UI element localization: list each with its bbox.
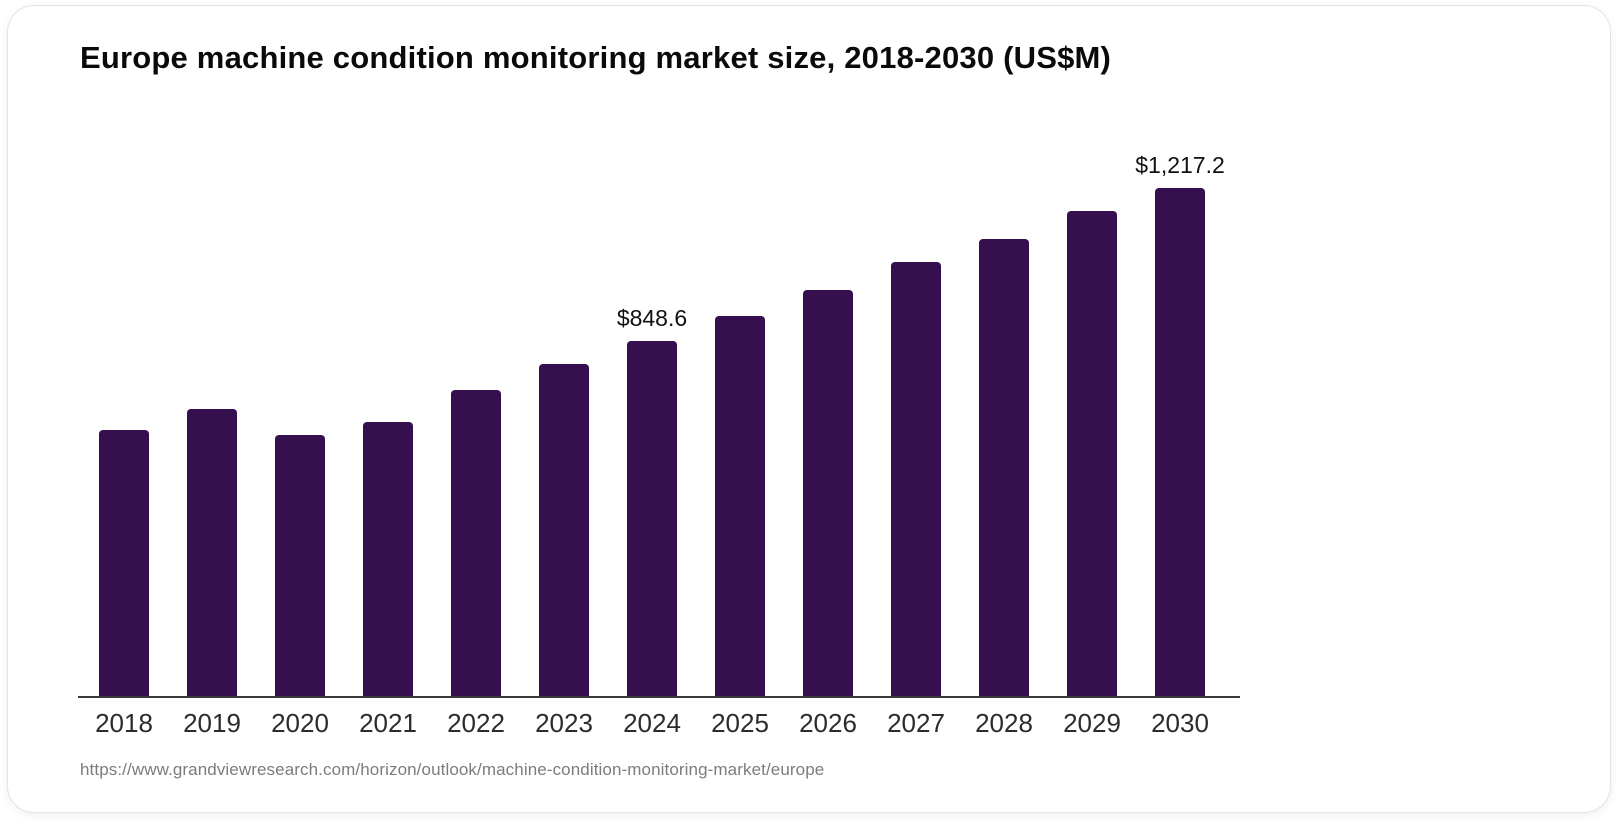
bar-2027 (891, 262, 941, 696)
x-tick-2021: 2021 (359, 708, 417, 738)
bar-chart-plot-area: $848.6 $1,217.2 (78, 152, 1240, 698)
bar-2023 (539, 364, 589, 696)
x-tick-2018: 2018 (95, 708, 153, 738)
x-tick-2022: 2022 (447, 708, 505, 738)
x-tick-2030: 2030 (1151, 708, 1209, 738)
x-tick-2028: 2028 (975, 708, 1033, 738)
value-label-2030: $1,217.2 (1135, 152, 1225, 178)
x-tick-2020: 2020 (271, 708, 329, 738)
x-tick-2026: 2026 (799, 708, 857, 738)
x-tick-2023: 2023 (535, 708, 593, 738)
bar-column-2024: $848.6 (608, 152, 696, 696)
value-label-2024: $848.6 (616, 305, 688, 331)
x-tick-2019: 2019 (183, 708, 241, 738)
bar-2026 (803, 290, 853, 696)
x-axis-labels: 2018 2019 2020 2021 2022 2023 2024 2025 2026 2027… (78, 708, 1240, 739)
bar-column-2023 (520, 152, 608, 696)
bar-2024 (627, 341, 677, 696)
bar-column-2030: $1,217.2 (1135, 152, 1225, 696)
bar-column-2027 (872, 152, 960, 696)
bar-column-2026 (784, 152, 872, 696)
bar-2022 (451, 390, 501, 696)
x-tick-2024: 2024 (623, 708, 681, 738)
source-url: https://www.grandviewresearch.com/horizo… (80, 760, 825, 779)
bar-2019 (187, 409, 237, 696)
x-tick-2027: 2027 (887, 708, 945, 738)
bar-2029 (1067, 211, 1117, 696)
bar-2025 (715, 316, 765, 696)
bar-column-2021 (344, 152, 432, 696)
bar-2030 (1155, 188, 1205, 696)
bar-column-2022 (432, 152, 520, 696)
x-tick-2025: 2025 (711, 708, 769, 738)
bar-2028 (979, 239, 1029, 696)
chart-title: Europe machine condition monitoring mark… (80, 40, 1112, 75)
bar-2020 (275, 435, 325, 696)
bar-2018 (99, 430, 149, 696)
bar-column-2020 (256, 152, 344, 696)
x-tick-2029: 2029 (1063, 708, 1121, 738)
bar-column-2028 (960, 152, 1048, 696)
bar-column-2019 (168, 152, 256, 696)
chart-card: Europe machine condition monitoring mark… (8, 6, 1610, 812)
bar-2021 (363, 422, 413, 696)
bar-column-2018 (80, 152, 168, 696)
bar-column-2025 (696, 152, 784, 696)
bar-column-2029 (1048, 152, 1136, 696)
